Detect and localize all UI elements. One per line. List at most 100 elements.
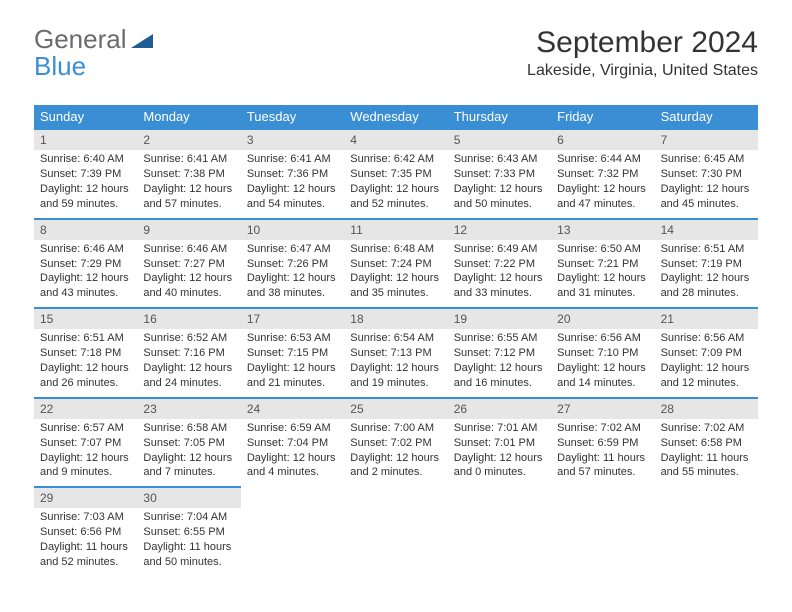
day-sunset: Sunset: 6:56 PM [40,525,131,540]
calendar-cell: 27Sunrise: 7:02 AMSunset: 6:59 PMDayligh… [551,397,654,487]
day-number: 3 [241,128,344,150]
day-sunset: Sunset: 7:32 PM [557,167,648,182]
day-sunrise: Sunrise: 6:45 AM [661,152,752,167]
day-number: 9 [137,218,240,240]
day-sunrise: Sunrise: 6:53 AM [247,331,338,346]
day-d2: and 9 minutes. [40,465,131,480]
day-d1: Daylight: 11 hours [661,451,752,466]
calendar-cell: 29Sunrise: 7:03 AMSunset: 6:56 PMDayligh… [34,486,137,576]
day-sunset: Sunset: 7:10 PM [557,346,648,361]
day-sunset: Sunset: 7:02 PM [350,436,441,451]
dow-header: Saturday [655,105,758,128]
day-d2: and 57 minutes. [143,197,234,212]
calendar-cell [551,486,654,576]
day-d1: Daylight: 12 hours [143,271,234,286]
day-number: 29 [34,486,137,508]
day-number: 28 [655,397,758,419]
day-number: 13 [551,218,654,240]
dow-header: Friday [551,105,654,128]
day-d1: Daylight: 12 hours [661,182,752,197]
day-sunset: Sunset: 7:12 PM [454,346,545,361]
day-sunset: Sunset: 7:24 PM [350,257,441,272]
day-d1: Daylight: 12 hours [143,182,234,197]
calendar-grid: SundayMondayTuesdayWednesdayThursdayFrid… [34,105,758,576]
day-number: 25 [344,397,447,419]
day-d2: and 4 minutes. [247,465,338,480]
calendar-cell: 16Sunrise: 6:52 AMSunset: 7:16 PMDayligh… [137,307,240,397]
day-sunrise: Sunrise: 6:51 AM [661,242,752,257]
day-sunrise: Sunrise: 6:51 AM [40,331,131,346]
day-sunrise: Sunrise: 7:00 AM [350,421,441,436]
day-sunrise: Sunrise: 7:04 AM [143,510,234,525]
day-d1: Daylight: 12 hours [40,182,131,197]
day-d1: Daylight: 12 hours [143,361,234,376]
day-sunrise: Sunrise: 6:46 AM [143,242,234,257]
day-d2: and 55 minutes. [661,465,752,480]
calendar-cell: 17Sunrise: 6:53 AMSunset: 7:15 PMDayligh… [241,307,344,397]
day-d1: Daylight: 11 hours [557,451,648,466]
day-sunset: Sunset: 7:26 PM [247,257,338,272]
day-d1: Daylight: 12 hours [247,271,338,286]
logo-text-general: General [34,24,127,54]
day-sunset: Sunset: 6:59 PM [557,436,648,451]
calendar-cell: 11Sunrise: 6:48 AMSunset: 7:24 PMDayligh… [344,218,447,308]
day-d2: and 54 minutes. [247,197,338,212]
day-number: 20 [551,307,654,329]
day-d1: Daylight: 12 hours [454,182,545,197]
calendar-cell: 4Sunrise: 6:42 AMSunset: 7:35 PMDaylight… [344,128,447,218]
day-sunset: Sunset: 6:58 PM [661,436,752,451]
day-sunset: Sunset: 7:29 PM [40,257,131,272]
calendar-cell: 5Sunrise: 6:43 AMSunset: 7:33 PMDaylight… [448,128,551,218]
day-d2: and 21 minutes. [247,376,338,391]
day-d2: and 40 minutes. [143,286,234,301]
day-sunset: Sunset: 7:05 PM [143,436,234,451]
day-sunrise: Sunrise: 6:54 AM [350,331,441,346]
day-number: 30 [137,486,240,508]
day-sunrise: Sunrise: 6:44 AM [557,152,648,167]
day-number: 18 [344,307,447,329]
calendar-cell [241,486,344,576]
day-sunset: Sunset: 7:07 PM [40,436,131,451]
day-number: 6 [551,128,654,150]
day-d2: and 0 minutes. [454,465,545,480]
day-number: 5 [448,128,551,150]
calendar-cell: 7Sunrise: 6:45 AMSunset: 7:30 PMDaylight… [655,128,758,218]
day-sunrise: Sunrise: 6:48 AM [350,242,441,257]
day-sunrise: Sunrise: 6:58 AM [143,421,234,436]
day-number: 10 [241,218,344,240]
calendar-cell: 21Sunrise: 6:56 AMSunset: 7:09 PMDayligh… [655,307,758,397]
day-sunset: Sunset: 6:55 PM [143,525,234,540]
calendar-cell: 3Sunrise: 6:41 AMSunset: 7:36 PMDaylight… [241,128,344,218]
dow-header: Monday [137,105,240,128]
day-sunrise: Sunrise: 6:49 AM [454,242,545,257]
day-sunrise: Sunrise: 6:57 AM [40,421,131,436]
day-number: 19 [448,307,551,329]
day-d1: Daylight: 12 hours [247,451,338,466]
day-sunset: Sunset: 7:19 PM [661,257,752,272]
day-d1: Daylight: 12 hours [40,451,131,466]
day-number: 2 [137,128,240,150]
day-number: 4 [344,128,447,150]
day-sunset: Sunset: 7:35 PM [350,167,441,182]
day-d2: and 52 minutes. [350,197,441,212]
day-sunrise: Sunrise: 6:55 AM [454,331,545,346]
day-sunrise: Sunrise: 6:43 AM [454,152,545,167]
day-sunrise: Sunrise: 7:01 AM [454,421,545,436]
calendar-cell: 8Sunrise: 6:46 AMSunset: 7:29 PMDaylight… [34,218,137,308]
day-d1: Daylight: 12 hours [247,361,338,376]
day-sunset: Sunset: 7:38 PM [143,167,234,182]
calendar-cell: 26Sunrise: 7:01 AMSunset: 7:01 PMDayligh… [448,397,551,487]
day-d2: and 2 minutes. [350,465,441,480]
day-sunrise: Sunrise: 6:52 AM [143,331,234,346]
day-sunrise: Sunrise: 6:40 AM [40,152,131,167]
calendar-cell: 24Sunrise: 6:59 AMSunset: 7:04 PMDayligh… [241,397,344,487]
day-d2: and 12 minutes. [661,376,752,391]
logo-triangle-icon [131,34,153,48]
day-number: 27 [551,397,654,419]
calendar-cell: 15Sunrise: 6:51 AMSunset: 7:18 PMDayligh… [34,307,137,397]
calendar-cell: 14Sunrise: 6:51 AMSunset: 7:19 PMDayligh… [655,218,758,308]
day-d2: and 31 minutes. [557,286,648,301]
day-number: 22 [34,397,137,419]
day-sunrise: Sunrise: 6:41 AM [247,152,338,167]
day-d1: Daylight: 12 hours [454,361,545,376]
